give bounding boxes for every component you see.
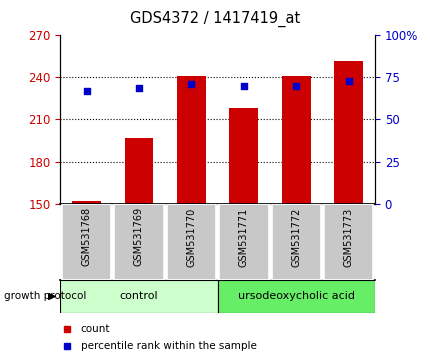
Point (240, 83, 247, 88)
Text: GDS4372 / 1417419_at: GDS4372 / 1417419_at (130, 11, 300, 27)
Text: growth protocol: growth protocol (4, 291, 86, 302)
Bar (60, 280, 217, 313)
Text: GSM531770: GSM531770 (186, 207, 196, 267)
Point (135, 85, 142, 90)
Text: GSM531773: GSM531773 (343, 207, 353, 267)
Text: ursodeoxycholic acid: ursodeoxycholic acid (237, 291, 354, 302)
Bar (72, 201, 101, 204)
Bar (281, 76, 310, 204)
Bar (323, 204, 372, 280)
Bar (62, 204, 111, 280)
Point (292, 83, 299, 88)
Bar (177, 76, 206, 204)
Point (187, 81, 194, 87)
Point (344, 78, 351, 84)
Point (83, 88, 90, 94)
Bar (334, 61, 362, 204)
Text: GSM531771: GSM531771 (238, 207, 248, 267)
Bar (219, 204, 268, 280)
Bar (271, 204, 320, 280)
Text: control: control (120, 291, 158, 302)
Text: GSM531769: GSM531769 (134, 207, 144, 267)
Text: count: count (80, 324, 110, 333)
Bar (217, 280, 374, 313)
Bar (166, 204, 215, 280)
Text: GSM531772: GSM531772 (291, 207, 301, 267)
Text: GSM531768: GSM531768 (81, 207, 91, 267)
Text: percentile rank within the sample: percentile rank within the sample (80, 341, 256, 351)
Bar (229, 108, 258, 204)
Bar (114, 204, 163, 280)
Bar (124, 138, 153, 204)
